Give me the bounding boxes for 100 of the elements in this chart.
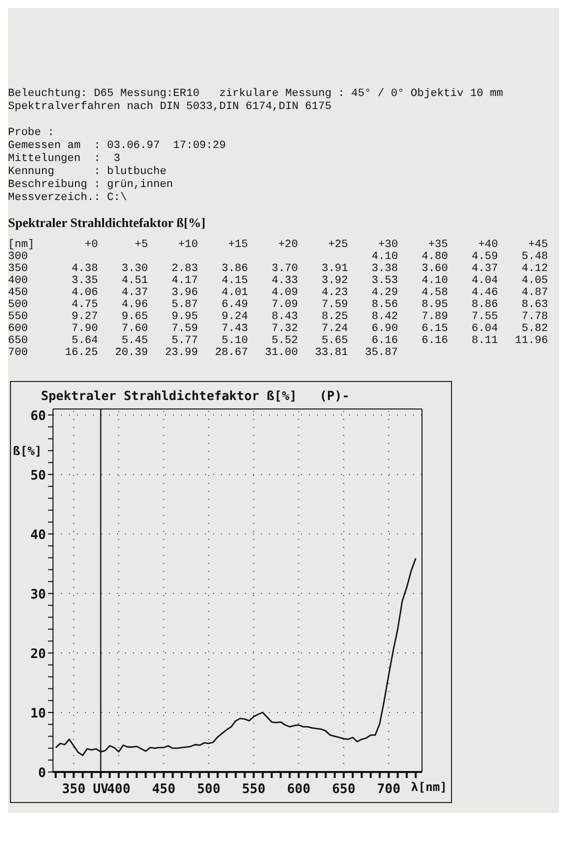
data-label: 4.59 [470,251,498,263]
data-label: 6.15 [420,323,448,335]
data-label: 4.29 [370,287,398,299]
data-label: 8.25 [320,311,348,323]
data-label: 7.60 [120,323,148,335]
data-label: 3.70 [270,263,298,275]
text: Mittelungen : 3 [8,153,122,166]
text: Beleuchtung: D65 Messung:ER10 zirkulare Messung : 45° / 0° Objektiv 10 mm [8,88,504,101]
x-tick-label: 350 [62,782,86,797]
data-label: 4.87 [520,287,548,299]
x-tick-label: 450 [152,782,176,797]
chart-title: Spektraler Strahldichtefaktor ß[%] (P)- [41,388,350,403]
y-tick-label: 450 [8,287,29,299]
y-tick-label: 600 [8,323,29,335]
data-label: 5.65 [320,335,348,347]
data-label: 8.86 [470,299,498,311]
data-label: 7.90 [70,323,98,335]
data-label: 3.60 [420,263,448,275]
data-label: 31.00 [264,347,298,359]
data-label: 4.09 [270,287,298,299]
data-label: 4.06 [70,287,98,299]
data-label: 33.81 [314,347,348,359]
data-label: 3.53 [370,275,398,287]
data-label: 23.99 [164,347,198,359]
data-label: 5.10 [220,335,248,347]
text: Kennung : blutbuche [8,166,168,179]
y-tick-label: 400 [8,275,29,287]
x-tick-label: 650 [332,782,356,797]
data-label: 8.43 [270,311,298,323]
chart-title: Spektraler Strahldichtefaktor ß[%] [8,215,206,231]
data-label: 4.04 [470,275,498,287]
y-axis-title: [nm] [8,239,36,251]
data-label: 4.96 [120,299,148,311]
text: Spektralverfahren nach DIN 5033,DIN 6174,DIN 6175 [8,101,332,114]
y-tick-label: 0 [38,766,46,781]
data-label: 8.56 [370,299,398,311]
data-label: 3.38 [370,263,398,275]
data-label: 4.80 [420,251,448,263]
data-label: 7.55 [470,311,498,323]
data-label: 4.10 [420,275,448,287]
x-tick-label: +5 [134,239,148,251]
data-label: 28.67 [214,347,248,359]
data-label: 9.24 [220,311,248,323]
x-tick-label: +25 [327,239,348,251]
data-label: 8.95 [420,299,448,311]
x-tick-label: +20 [277,239,298,251]
text: Gemessen am : 03.06.97 17:09:29 [8,140,227,153]
data-label: 9.65 [120,311,148,323]
data-label: 6.16 [420,335,448,347]
data-label: 5.82 [520,323,548,335]
y-tick-label: 500 [8,299,29,311]
data-label: 4.75 [70,299,98,311]
x-tick-label: +45 [527,239,548,251]
data-label: 4.01 [220,287,248,299]
data-label: 5.64 [70,335,98,347]
data-label: 3.35 [70,275,98,287]
data-label: 4.58 [420,287,448,299]
data-label: 20.39 [114,347,148,359]
data-label: 3.91 [320,263,348,275]
x-tick-label: +40 [477,239,498,251]
data-label: 6.49 [220,299,248,311]
data-label: 4.23 [320,287,348,299]
x-tick-label: UV [92,782,109,797]
data-label: 6.90 [370,323,398,335]
data-label: 3.30 [120,263,148,275]
data-label: 4.15 [220,275,248,287]
data-label: 3.86 [220,263,248,275]
x-tick-label: +30 [377,239,398,251]
data-label: 2.83 [170,263,198,275]
data-label: 5.52 [270,335,298,347]
data-label: 7.43 [220,323,248,335]
data-label: 9.27 [70,311,98,323]
y-tick-label: 700 [8,347,29,359]
x-tick-label: 550 [242,782,266,797]
data-label: 4.33 [270,275,298,287]
x-axis-title: λ[nm] [411,780,448,794]
data-label: 7.09 [270,299,298,311]
data-label: 7.24 [320,323,348,335]
data-label: 8.42 [370,311,398,323]
y-tick-label: 60 [30,408,46,424]
data-label: 5.48 [520,251,548,263]
data-label: 3.96 [170,287,198,299]
data-label: 4.51 [120,275,148,287]
data-label: 5.77 [170,335,198,347]
x-tick-label: 500 [196,782,221,797]
y-tick-label: 300 [8,251,29,263]
data-label: 4.37 [470,263,498,275]
y-tick-label: 20 [30,646,46,662]
data-label: 4.38 [70,263,98,275]
x-tick-label: +35 [427,239,448,251]
data-label: 8.11 [470,335,498,347]
data-label: 4.17 [170,275,198,287]
data-label: 8.63 [520,299,548,311]
y-tick-label: 50 [30,468,46,484]
data-label: 11.96 [514,335,548,347]
data-label: 6.04 [470,323,498,335]
y-tick-label: 550 [8,311,29,323]
text: Beschreibung : grün,innen [8,179,174,192]
x-tick-label: +10 [177,239,198,251]
data-label: 4.37 [120,287,148,299]
